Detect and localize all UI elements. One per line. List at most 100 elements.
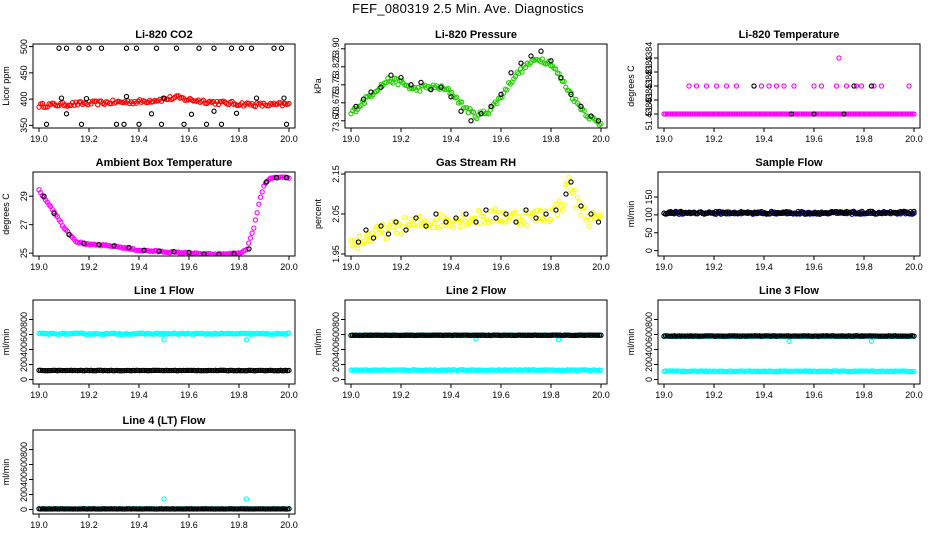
- data-point: [753, 111, 759, 117]
- data-point: [252, 506, 259, 512]
- x-tick-label: 19.2: [392, 134, 410, 144]
- data-point: [284, 330, 290, 336]
- y-tick-label: 350: [19, 118, 29, 133]
- data-point: [836, 55, 842, 61]
- data-point: [264, 367, 270, 374]
- data-point: [852, 111, 858, 117]
- data-point: [909, 111, 915, 117]
- data-point: [827, 111, 833, 117]
- data-point: [43, 121, 50, 127]
- data-point: [683, 368, 689, 375]
- plot-frame: [32, 43, 296, 129]
- x-tick-label: 20.0: [592, 262, 610, 272]
- data-point: [528, 53, 534, 59]
- data-point: [721, 111, 728, 117]
- data-point: [187, 506, 193, 512]
- data-point: [711, 111, 717, 117]
- data-point: [773, 83, 780, 89]
- y-tick-label: 800: [19, 312, 29, 327]
- data-point: [41, 367, 47, 374]
- data-point: [43, 506, 49, 512]
- y-tick-label: 800: [644, 312, 654, 327]
- data-point: [750, 111, 756, 117]
- data-point: [378, 223, 384, 229]
- data-point: [113, 121, 120, 127]
- data-point: [882, 333, 889, 339]
- x-tick-label: 20.0: [592, 134, 610, 144]
- data-point: [693, 111, 699, 117]
- y-tick-label: 0: [19, 507, 29, 512]
- y-axis-label: kPa: [313, 78, 323, 94]
- x-tick-label: 19.0: [30, 520, 48, 530]
- data-point: [868, 83, 875, 89]
- data-point: [488, 103, 494, 110]
- data-point: [866, 111, 872, 117]
- data-point: [131, 506, 138, 512]
- plot-frame: [32, 429, 296, 515]
- data-point: [36, 367, 42, 373]
- x-tick-label: 19.6: [805, 390, 823, 400]
- data-point: [548, 58, 554, 64]
- x-tick-label: 20.0: [280, 262, 298, 272]
- data-point: [237, 506, 243, 512]
- data-point: [817, 111, 823, 117]
- data-point: [492, 332, 498, 338]
- data-point: [425, 332, 431, 338]
- data-point: [523, 207, 529, 213]
- data-point: [239, 367, 245, 374]
- y-tick-label: 200: [644, 357, 654, 372]
- data-point: [751, 83, 757, 89]
- series-group: [36, 496, 292, 512]
- data-point: [825, 368, 832, 375]
- data-point: [355, 367, 361, 373]
- data-point: [901, 368, 907, 374]
- data-point: [228, 45, 235, 51]
- data-point: [207, 367, 213, 374]
- x-tick-label: 19.2: [392, 390, 410, 400]
- chart-sample_flow: Sample Flow 19.0 19.2 19.4 19.6 19.8 20.0 0 50 10…: [626, 157, 923, 272]
- data-point: [58, 506, 64, 512]
- data-point: [286, 100, 292, 107]
- data-point: [756, 111, 763, 117]
- data-point: [894, 111, 900, 117]
- data-point: [148, 506, 155, 512]
- data-point: [584, 213, 591, 220]
- data-point: [252, 217, 259, 223]
- data-point: [578, 203, 584, 209]
- x-tick-label: 19.8: [230, 134, 248, 144]
- data-point: [156, 248, 162, 254]
- data-point: [568, 91, 574, 98]
- x-tick-label: 20.0: [592, 390, 610, 400]
- data-point: [829, 111, 835, 117]
- data-point: [96, 241, 102, 248]
- data-point: [243, 496, 250, 502]
- chart-line2: Line 2 Flow 19.0 19.2 19.4 19.6 19.8 20.0 0 2004…: [313, 285, 610, 400]
- series-group: [36, 330, 292, 374]
- data-point: [543, 211, 549, 217]
- x-tick-label: 19.6: [492, 134, 510, 144]
- chart-line4: Line 4 (LT) Flow 19.0 19.2 19.4 19.6 19.8 20.0…: [1, 415, 298, 530]
- data-point: [524, 222, 530, 229]
- data-point: [720, 111, 726, 117]
- data-point: [881, 111, 887, 117]
- data-point: [188, 111, 195, 117]
- data-point: [867, 111, 874, 117]
- data-point: [574, 194, 581, 201]
- data-point: [350, 243, 356, 249]
- y-tick-label: 51.4382: [644, 70, 654, 103]
- data-point: [781, 83, 787, 89]
- data-point: [248, 45, 255, 51]
- y-tick-label: 51.4384: [644, 42, 654, 75]
- data-point: [668, 111, 674, 117]
- data-point: [897, 111, 904, 117]
- data-point: [906, 83, 912, 89]
- data-point: [578, 103, 584, 110]
- data-point: [93, 506, 99, 512]
- data-point: [874, 111, 880, 117]
- y-axis-label: Licor ppm: [1, 66, 11, 106]
- data-point: [105, 506, 111, 512]
- y-tick-label: 2.15: [331, 165, 341, 183]
- data-point: [589, 332, 596, 338]
- y-tick-label: 500: [19, 39, 29, 54]
